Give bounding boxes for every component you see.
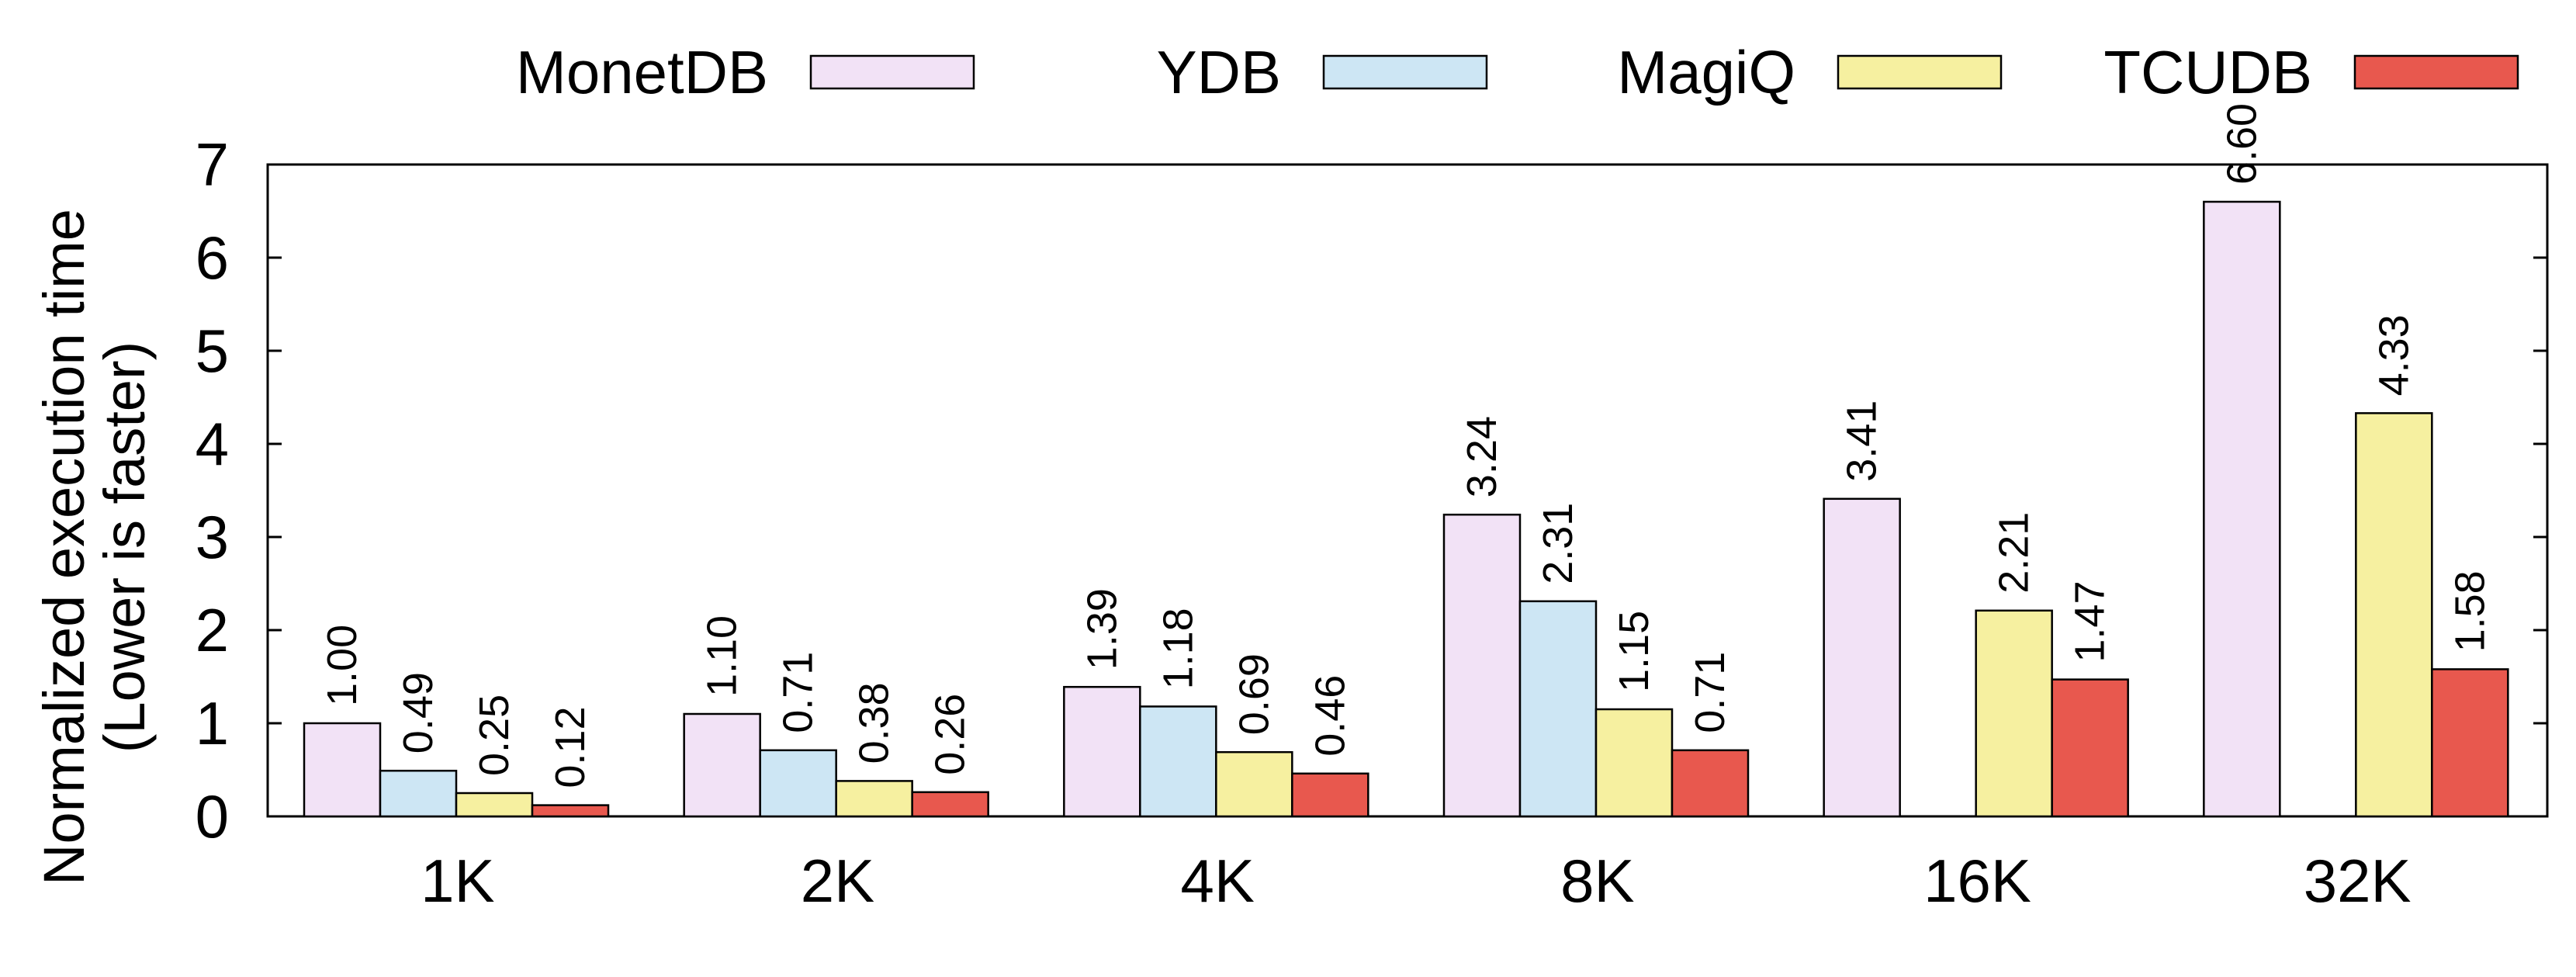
plot-area: 0 1 2 3 4 5 6 7 1K 2K 4K 8K 16K 32K 1.00 0.49 0.25 0.12 1.… [196, 103, 2549, 915]
data-label: 3.24 [1459, 416, 1505, 497]
data-label: 1.39 [1079, 588, 1125, 670]
data-label: 0.25 [471, 695, 518, 776]
bar-monetdb-16k [1823, 497, 1901, 818]
data-label: 2.31 [1535, 503, 1581, 584]
data-label: 0.38 [851, 682, 898, 764]
data-label: 1.18 [1155, 608, 1201, 689]
data-label: 3.41 [1839, 400, 1885, 482]
bar-magiq-32k [2355, 412, 2433, 818]
bar-tcudb-16k [2051, 678, 2129, 818]
y-axis-label-line-1: Normalized execution time [32, 209, 96, 885]
legend: MonetDB YDB MagiQ TCUDB [516, 38, 2519, 106]
data-label: 0.26 [927, 694, 974, 775]
data-label: 6.60 [2218, 103, 2265, 185]
bar-monetdb-1k [303, 722, 382, 818]
bar-ydb-4k [1139, 705, 1217, 818]
y-tick-label: 5 [196, 317, 229, 385]
data-label: 0.69 [1231, 653, 1277, 735]
legend-swatch-ydb [1322, 54, 1488, 90]
bar-ydb-2k [759, 749, 837, 818]
data-label: 1.47 [2067, 580, 2114, 662]
y-tick-label: 1 [196, 689, 229, 757]
y-tick-label: 3 [196, 503, 229, 571]
legend-label: YDB [1157, 38, 1281, 106]
data-label: 1.00 [319, 625, 365, 706]
bar-monetdb-8k [1442, 513, 1522, 818]
data-label: 4.33 [2370, 314, 2417, 396]
data-label: 0.46 [1307, 675, 1353, 757]
x-tick-label: 16K [1923, 847, 2031, 915]
bar-magiq-2k [835, 780, 913, 818]
plot-frame [266, 163, 2549, 818]
data-label: 0.49 [395, 672, 441, 754]
x-tick-label: 4K [1180, 847, 1254, 915]
bar-tcudb-8k [1671, 749, 1750, 818]
bar-magiq-16k [1975, 609, 2053, 818]
bar-monetdb-4k [1063, 685, 1141, 818]
x-tick-label: 8K [1560, 847, 1634, 915]
y-tick-label: 7 [196, 130, 229, 199]
bar-tcudb-1k [531, 804, 610, 818]
y-axis-title: Normalized execution time (Lower is fast… [32, 209, 157, 885]
y-tick-label: 4 [196, 410, 229, 478]
x-tick-label: 1K [421, 847, 494, 915]
x-tick-label: 32K [2304, 847, 2412, 915]
data-label: 2.21 [1991, 512, 2038, 594]
data-label: 1.15 [1611, 611, 1657, 692]
data-label: 0.71 [1687, 652, 1733, 733]
legend-swatch-monetdb [809, 54, 975, 90]
y-tick-label: 6 [196, 223, 229, 292]
bar-magiq-4k [1215, 750, 1293, 818]
bar-monetdb-2k [683, 712, 761, 818]
bar-tcudb-4k [1291, 772, 1369, 818]
data-label: 0.12 [547, 706, 594, 788]
bar-ydb-8k [1518, 600, 1598, 818]
y-tick-label: 0 [196, 782, 229, 851]
bar-monetdb-32k [2203, 200, 2281, 818]
bar-tcudb-32k [2431, 668, 2509, 818]
bar-magiq-1k [455, 792, 534, 818]
bar-tcudb-2k [911, 791, 989, 818]
data-label: 1.10 [699, 615, 746, 697]
y-axis-label-line-2: (Lower is faster) [92, 341, 157, 753]
bar-ydb-1k [379, 769, 458, 818]
legend-swatch-magiq [1837, 54, 2003, 90]
bar-magiq-8k [1594, 708, 1674, 818]
y-tick-label: 2 [196, 596, 229, 664]
data-label: 1.58 [2446, 570, 2493, 652]
legend-label: MagiQ [1617, 38, 1795, 106]
legend-label: MonetDB [516, 38, 768, 106]
x-tick-label: 2K [801, 847, 874, 915]
legend-swatch-tcudb [2353, 54, 2519, 90]
data-label: 0.71 [775, 652, 822, 733]
legend-label: TCUDB [2103, 38, 2312, 106]
